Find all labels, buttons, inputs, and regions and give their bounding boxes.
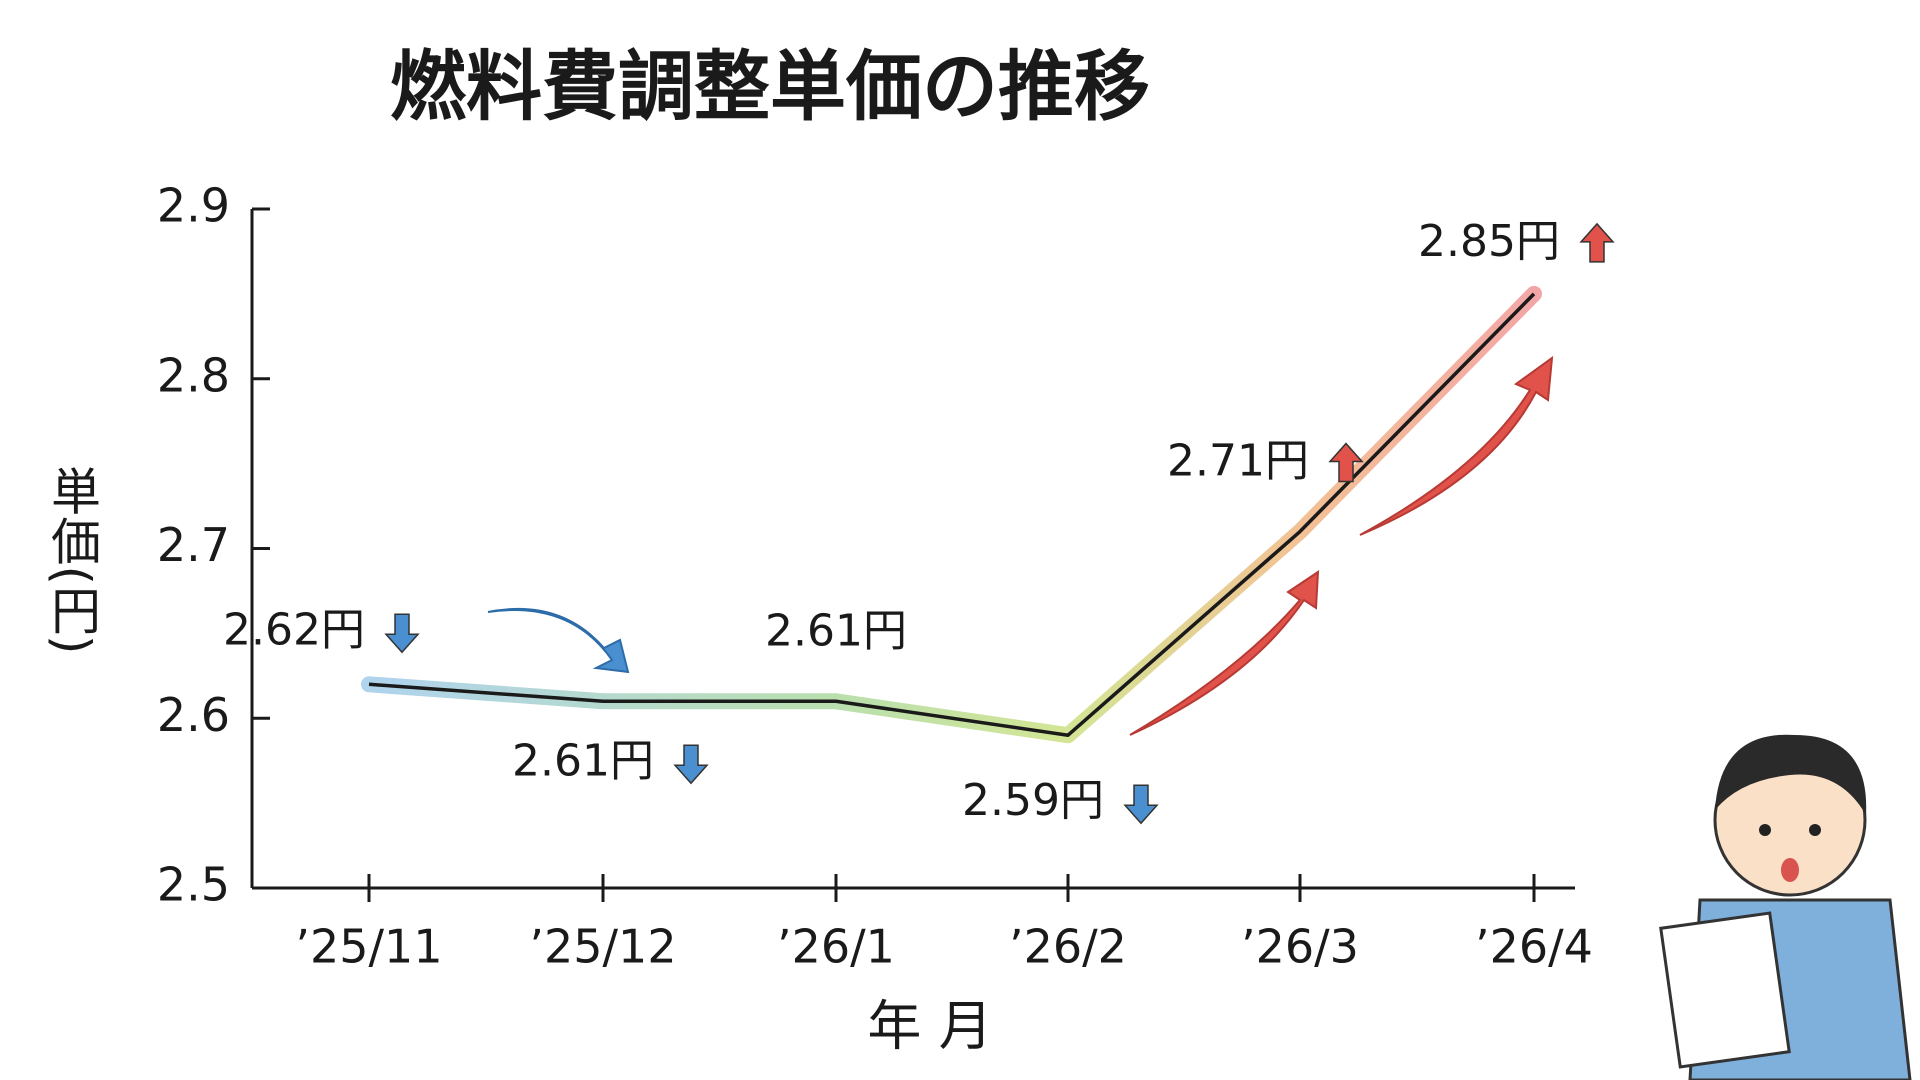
trend-icon (1123, 784, 1159, 825)
y-tick-label: 2.6 (157, 688, 230, 742)
value-label: 2.62円 (223, 604, 365, 655)
x-axis-label: 年 月 (867, 995, 992, 1058)
x-tick-label: ’25/12 (529, 920, 676, 974)
trend-icon (384, 613, 420, 654)
trend-icon (1579, 222, 1615, 263)
y-tick-label: 2.8 (157, 348, 230, 402)
value-label: 2.85円 (1418, 216, 1560, 267)
x-tick-label: ’25/11 (295, 920, 442, 974)
x-tick-label: ’26/3 (1241, 920, 1359, 974)
line (368, 292, 1536, 737)
trend-arrow (1359, 355, 1554, 536)
y-tick-label: 2.5 (157, 858, 230, 912)
chart-title: 燃料費調整単価の推移 (390, 42, 1150, 131)
value-label: 2.61円 (512, 735, 654, 786)
y-tick-label: 2.9 (157, 179, 230, 233)
value-label: 2.71円 (1167, 436, 1309, 487)
y-tick-label: 2.7 (157, 518, 230, 572)
trend-arrow (487, 608, 630, 674)
trend-icon (673, 744, 709, 785)
trend-arrow (1129, 570, 1320, 736)
value-label: 2.61円 (765, 605, 907, 656)
line-highlight (361, 285, 1542, 744)
trend-icon (1328, 442, 1364, 483)
x-tick-label: ’26/1 (777, 920, 895, 974)
value-label: 2.59円 (962, 775, 1104, 826)
x-tick-label: ’26/2 (1009, 920, 1127, 974)
x-tick-label: ’26/4 (1475, 920, 1593, 974)
illustration (1659, 734, 1912, 1080)
y-axis-label: 単価(円) (43, 465, 101, 654)
